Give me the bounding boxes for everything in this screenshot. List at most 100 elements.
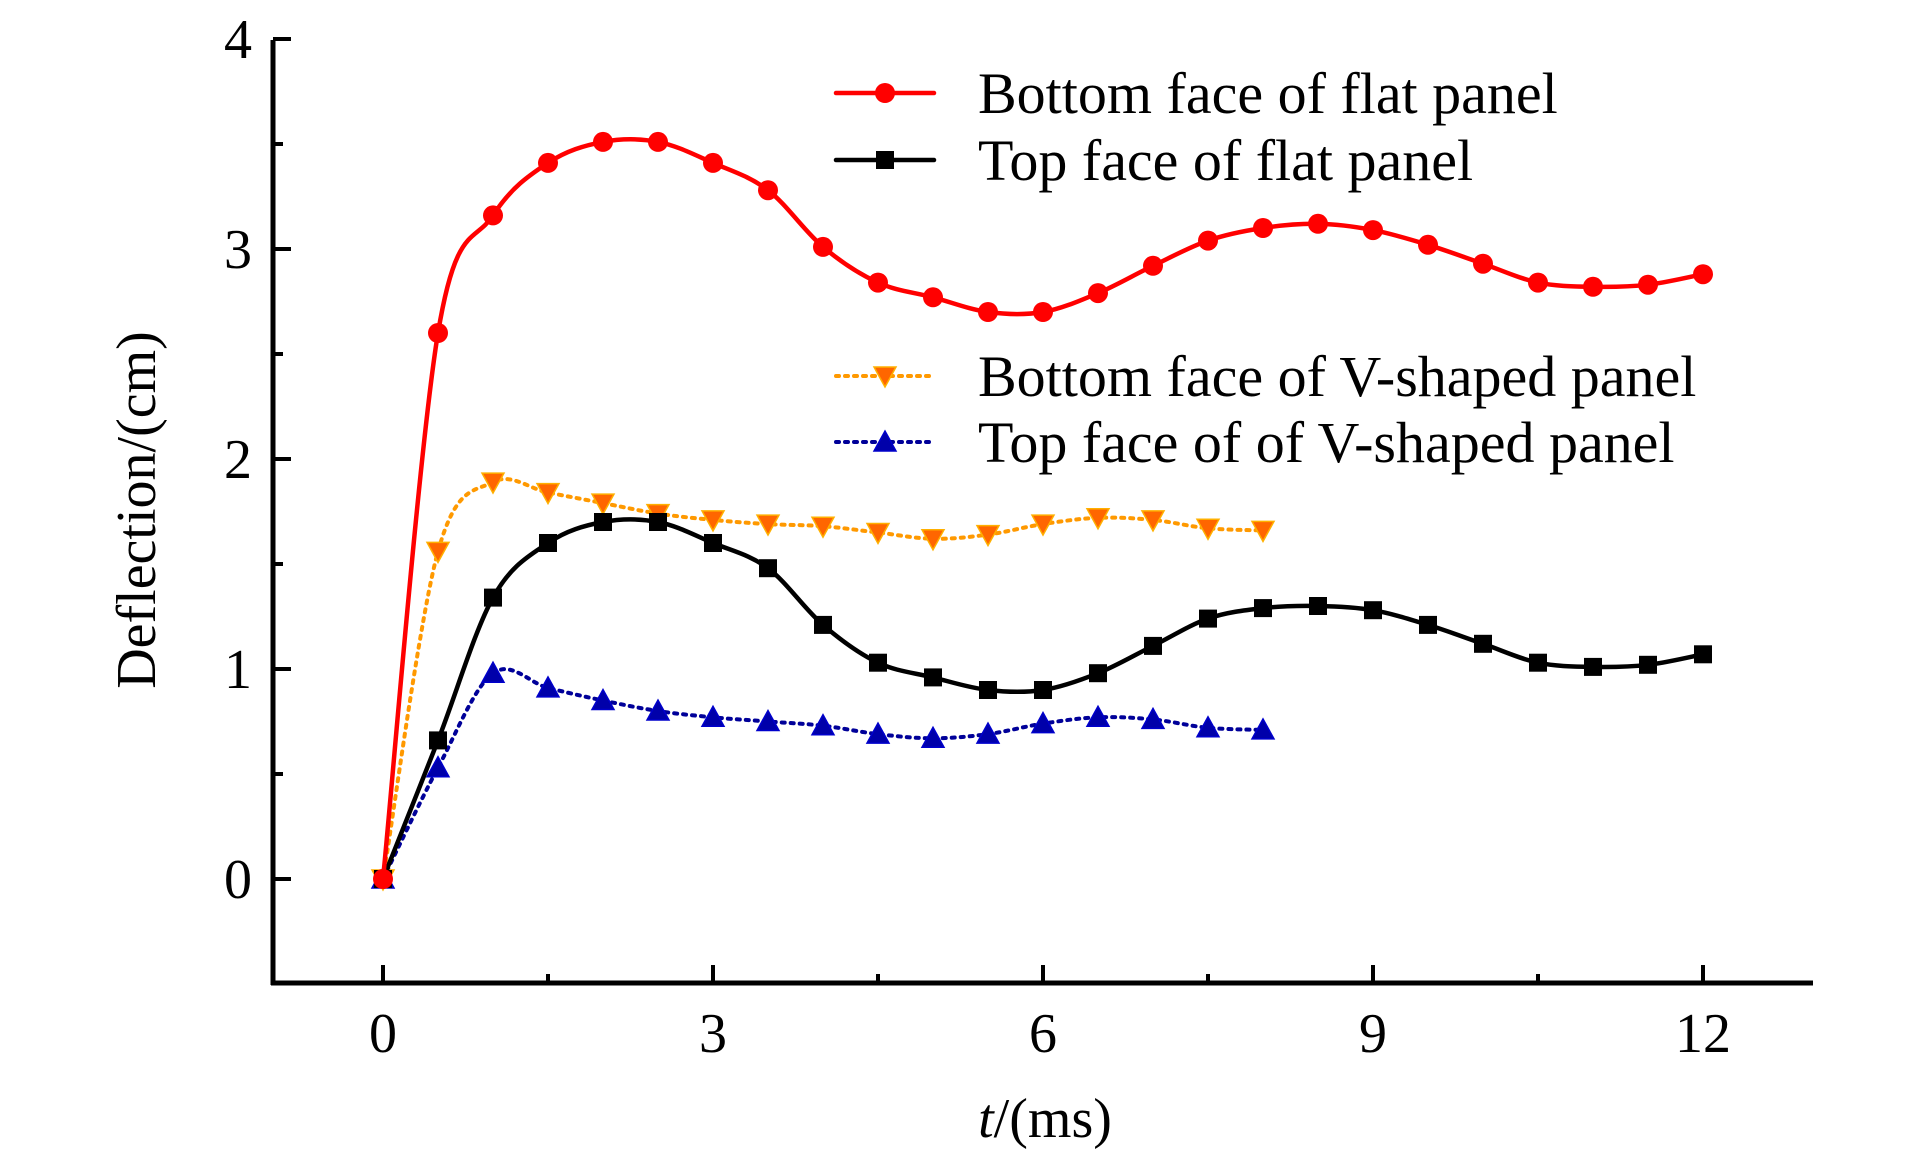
legend-marker [875,83,895,103]
data-point [539,534,557,552]
data-point [978,302,998,322]
data-point [649,513,667,531]
data-point [429,731,447,750]
data-point [920,529,946,552]
data-point [814,615,832,634]
data-point [1250,520,1276,543]
data-point [480,660,506,683]
data-point [483,205,503,226]
x-axis-title-rest: /(ms) [994,1088,1112,1150]
data-point [758,180,778,201]
data-point [1639,655,1657,674]
data-point [755,708,781,732]
data-point [1030,514,1056,537]
data-point [593,131,613,152]
legend-label: Top face of of V-shaped panel [978,410,1675,475]
data-point [1034,681,1052,699]
data-point [920,725,946,749]
data-point [868,272,888,293]
series-3 [370,660,1276,889]
data-point [590,493,616,516]
data-point [535,482,561,506]
data-point [1199,609,1217,628]
x-axis-title: t/(ms) [978,1088,1112,1150]
data-point [979,681,997,699]
legend-marker [872,366,898,389]
data-point [755,514,781,537]
data-point [373,869,393,889]
legend-label: Bottom face of V-shaped panel [978,344,1696,409]
data-point [535,675,561,698]
data-point [1309,597,1327,615]
series-line [380,137,1706,882]
series-layer [370,131,1713,892]
data-point [869,653,887,672]
data-point [1418,234,1438,255]
data-point [1584,657,1602,676]
y-tick-label: 0 [224,849,252,911]
data-point [813,236,833,257]
data-point [1308,213,1328,234]
data-point [1694,645,1712,664]
data-point [1363,220,1383,241]
data-point [1195,715,1221,738]
x-tick-label: 6 [1029,1003,1057,1065]
y-tick-label: 2 [224,429,252,491]
data-point [1144,636,1162,655]
legend-label: Top face of flat panel [978,128,1473,193]
data-point [1143,255,1163,276]
data-point [1085,704,1111,728]
data-point [1254,599,1272,618]
data-point [428,323,448,343]
data-point [1033,302,1053,322]
data-point [484,588,502,607]
data-point [480,472,506,495]
data-point [1419,615,1437,634]
data-point [425,755,451,778]
data-point [1583,276,1603,297]
data-point [923,287,943,308]
series-line [381,667,1265,881]
legend-marker [876,151,894,169]
data-point [1030,711,1056,734]
data-point [1140,706,1166,730]
data-point [975,721,1001,744]
series-0 [373,131,1713,889]
data-point [1364,601,1382,620]
data-point [538,152,558,173]
data-point [865,721,891,744]
x-tick-label: 12 [1675,1003,1731,1065]
legend-marker [872,429,898,452]
series-line [381,477,1265,881]
data-point [590,687,616,711]
data-point [594,513,612,531]
y-tick-label: 4 [224,9,252,71]
data-point [700,510,726,533]
x-tick-label: 3 [699,1003,727,1065]
x-tick-label: 0 [369,1003,397,1065]
legend-label: Bottom face of flat panel [978,61,1558,126]
series-1 [374,513,1712,888]
series-line [380,517,1706,882]
data-point [1529,653,1547,672]
data-point [1693,264,1713,285]
x-axis-title-italic: t [978,1088,995,1150]
data-point [425,541,451,564]
data-point [1474,634,1492,653]
x-tick-label: 9 [1359,1003,1387,1065]
data-point [645,698,671,721]
data-point [1473,253,1493,274]
data-point [1085,508,1111,531]
data-point [1638,274,1658,295]
y-tick-label: 1 [224,639,252,701]
data-point [924,668,942,687]
data-point [975,524,1001,548]
data-point [700,704,726,728]
data-point [1528,272,1548,293]
data-point [810,516,836,539]
y-axis-title: Deflection/(cm) [106,331,168,689]
data-point [1089,664,1107,683]
